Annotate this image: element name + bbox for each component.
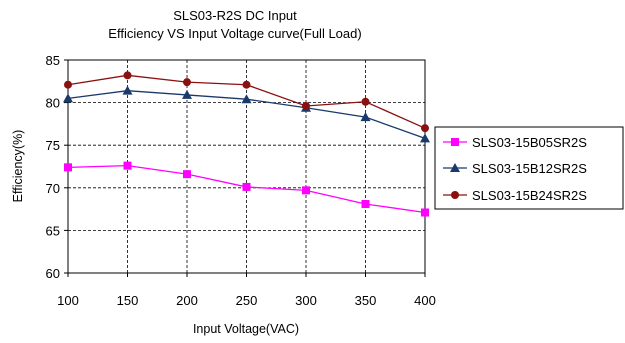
data-point <box>302 102 310 111</box>
data-point <box>64 80 72 89</box>
series-1 <box>64 161 429 217</box>
x-tick-label: 100 <box>57 293 79 308</box>
y-axis-ticks: 60 65 70 75 80 85 <box>46 53 68 281</box>
y-tick-label: 75 <box>46 138 60 153</box>
legend-marker <box>451 138 459 146</box>
legend-entry: SLS03-15B24SR2S <box>472 188 587 203</box>
data-point <box>123 71 132 80</box>
legend-marker <box>450 163 460 172</box>
data-point <box>183 170 191 179</box>
x-tick-label: 250 <box>236 293 258 308</box>
data-point <box>64 163 72 172</box>
y-tick-label: 65 <box>46 223 60 238</box>
x-tick-label: 350 <box>355 293 377 308</box>
data-point <box>360 112 371 122</box>
x-tick-label: 200 <box>176 293 198 308</box>
y-tick-label: 85 <box>46 53 60 68</box>
legend-entry: SLS03-15B12SR2S <box>472 161 587 176</box>
y-tick-label: 80 <box>46 96 60 111</box>
x-axis-label: Input Voltage(VAC) <box>193 322 299 336</box>
data-point <box>183 78 191 87</box>
chart-subtitle: Efficiency VS Input Voltage curve(Full L… <box>108 26 361 41</box>
data-point <box>63 93 73 103</box>
legend-entry: SLS03-15B05SR2S <box>472 135 587 150</box>
x-tick-label: 400 <box>414 293 436 308</box>
chart-title: SLS03-R2S DC Input <box>173 8 297 23</box>
x-axis-ticks: 100 150 200 250 300 350 400 <box>57 273 436 308</box>
x-tick-label: 300 <box>295 293 317 308</box>
data-point <box>361 97 370 106</box>
series-3 <box>64 71 429 133</box>
data-point <box>421 124 429 133</box>
legend-marker <box>451 191 459 199</box>
data-point <box>241 94 252 104</box>
data-point <box>123 161 132 170</box>
legend: SLS03-15B05SR2S SLS03-15B12SR2S SLS03-15B2… <box>434 126 624 210</box>
data-point <box>242 182 251 191</box>
y-tick-label: 60 <box>46 266 60 281</box>
data-point <box>420 133 430 143</box>
data-point <box>242 80 251 89</box>
series-2 <box>63 85 430 143</box>
data-point <box>421 208 429 217</box>
data-point <box>122 85 133 95</box>
series-layer <box>63 71 430 217</box>
y-tick-label: 70 <box>46 181 60 196</box>
y-axis-label: Efficiency(%) <box>11 130 25 203</box>
x-tick-label: 150 <box>117 293 139 308</box>
data-point <box>302 186 310 195</box>
data-point <box>361 199 370 208</box>
data-point <box>182 89 192 99</box>
